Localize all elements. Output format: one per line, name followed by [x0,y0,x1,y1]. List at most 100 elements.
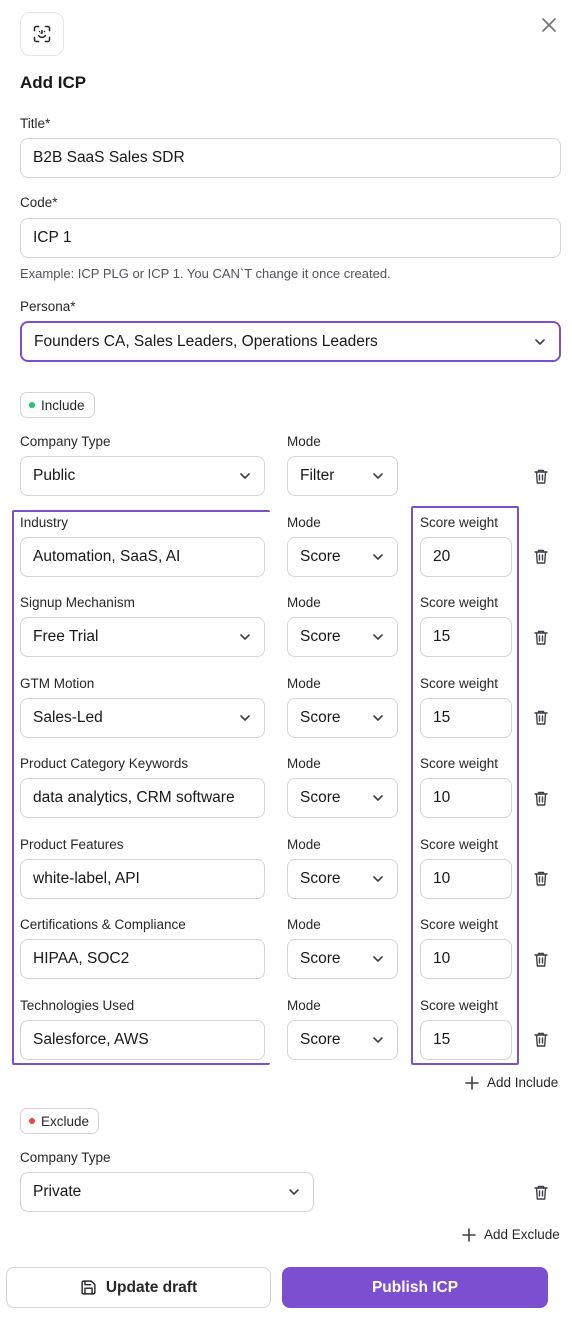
score-weight-value: 15 [433,1030,451,1048]
include-value-input[interactable]: Salesforce, AWS [20,1019,265,1060]
include-value-select[interactable]: Free Trial [20,617,265,657]
include-value-select[interactable]: Public [20,456,265,496]
include-field-label: Company Type [20,434,111,449]
delete-include-row-button[interactable] [531,1030,551,1050]
mode-label: Mode [287,514,321,530]
chevron-down-icon [371,872,385,886]
close-button[interactable] [536,12,562,38]
include-field-label: Technologies Used [20,997,135,1013]
plus-icon [465,1075,479,1090]
score-weight-label: Score weight [420,836,499,852]
code-hint: Example: ICP PLG or ICP 1. You CAN`T cha… [20,266,391,281]
exclude-company-type-select[interactable]: Private [20,1172,314,1212]
exclude-badge: Exclude [20,1108,100,1134]
add-exclude-button[interactable]: Add Exclude [462,1227,560,1242]
delete-include-row-button[interactable] [531,547,551,567]
exclude-select-value: Private [33,1183,82,1200]
score-weight-input[interactable]: 10 [420,939,512,979]
mode-value: Score [300,950,341,967]
score-weight-value: 15 [433,628,451,645]
include-field-label: Product Features [20,836,124,852]
trash-icon [533,1031,549,1048]
score-weight-input[interactable]: 10 [420,858,512,899]
delete-include-row-button[interactable] [531,708,551,728]
delete-include-row-button[interactable] [531,466,551,486]
trash-icon [533,870,549,887]
mode-select[interactable]: Score [287,858,398,899]
persona-select[interactable]: Founders CA, Sales Leaders, Operations L… [20,321,561,362]
persona-label: Persona* [20,299,76,314]
publish-icp-button[interactable]: Publish ICP [282,1267,548,1308]
code-label: Code* [20,195,58,210]
include-badge: Include [20,392,95,418]
score-weight-input[interactable]: 15 [420,617,512,657]
score-weight-value: 10 [433,950,451,967]
modal-title: Add ICP [20,73,87,92]
exclude-field-label: Company Type [20,1150,111,1165]
score-weight-label: Score weight [420,514,499,530]
weights-highlight [411,506,519,1065]
update-draft-button[interactable]: Update draft [6,1267,271,1308]
plus-icon [462,1227,476,1242]
include-field-label: Signup Mechanism [20,595,135,610]
mode-label: Mode [287,997,321,1013]
include-value: Free Trial [33,628,99,645]
add-include-label: Add Include [487,1075,559,1090]
trash-icon [533,548,549,565]
include-value: data analytics, CRM software [33,789,235,806]
include-value: Sales-Led [33,708,103,726]
mode-label: Mode [287,675,321,691]
chevron-down-icon [371,711,385,725]
mode-select[interactable]: Score [287,939,398,979]
score-weight-input[interactable]: 15 [420,697,512,738]
mode-value: Filter [300,467,335,484]
delete-include-row-button[interactable] [531,788,551,808]
add-include-button[interactable]: Add Include [465,1075,558,1090]
score-weight-input[interactable]: 20 [420,536,512,577]
title-input[interactable]: B2B SaaS Sales SDR [20,138,561,178]
mode-select[interactable]: Score [287,536,398,577]
mode-select[interactable]: Score [287,778,398,818]
face-scan-icon [32,24,52,44]
score-weight-label: Score weight [420,595,499,610]
score-weight-value: 15 [433,708,451,726]
chevron-down-icon [371,630,385,644]
delete-include-row-button[interactable] [531,949,551,969]
include-value-select[interactable]: Sales-Led [20,697,265,738]
mode-value: Score [300,789,341,806]
trash-icon [533,629,549,646]
include-value-input[interactable]: HIPAA, SOC2 [20,939,265,979]
include-value-input[interactable]: Automation, SaaS, AI [20,536,265,577]
mode-label: Mode [287,756,321,771]
score-weight-label: Score weight [420,997,499,1013]
code-input[interactable]: ICP 1 [20,218,561,258]
mode-label: Mode [287,434,321,449]
mode-value: Score [300,628,341,645]
title-input-value: B2B SaaS Sales SDR [33,149,185,166]
chevron-down-icon [371,1033,385,1047]
include-badge-label: Include [41,397,85,413]
include-value-input[interactable]: data analytics, CRM software [20,778,265,818]
mode-select[interactable]: Score [287,697,398,738]
trash-icon [533,1184,549,1201]
mode-select[interactable]: Score [287,617,398,657]
mode-label: Mode [287,595,321,610]
mode-select[interactable]: Filter [287,456,398,496]
score-weight-input[interactable]: 15 [420,1019,512,1060]
delete-include-row-button[interactable] [531,627,551,647]
delete-include-row-button[interactable] [531,869,551,889]
persona-select-value: Founders CA, Sales Leaders, Operations L… [34,332,378,350]
delete-exclude-row-button[interactable] [531,1182,551,1202]
include-value-input[interactable]: white-label, API [20,858,265,899]
include-field-label: Certifications & Compliance [20,917,186,932]
score-weight-label: Score weight [420,675,499,691]
code-input-value: ICP 1 [33,229,72,246]
include-field-label: Product Category Keywords [20,756,189,771]
publish-icp-label: Publish ICP [371,1278,459,1296]
mode-value: Score [300,547,341,565]
score-weight-input[interactable]: 10 [420,778,512,818]
include-value: white-label, API [33,869,140,887]
include-value: Automation, SaaS, AI [33,547,181,565]
mode-select[interactable]: Score [287,1019,398,1060]
app-logo [20,12,64,56]
